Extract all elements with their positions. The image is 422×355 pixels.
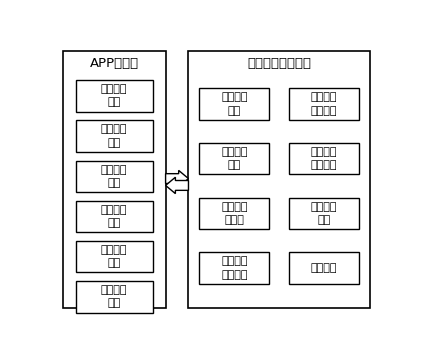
Bar <box>199 198 269 229</box>
Bar <box>76 80 152 111</box>
Text: 故障提交
模块: 故障提交 模块 <box>101 165 127 188</box>
Bar <box>76 281 152 312</box>
Bar <box>199 252 269 284</box>
Bar <box>76 201 152 232</box>
Text: 故障原因
保存模块: 故障原因 保存模块 <box>221 257 248 280</box>
Bar <box>199 88 269 120</box>
Text: 存储模块: 存储模块 <box>311 263 338 273</box>
Text: 登录注册
模块: 登录注册 模块 <box>101 84 127 108</box>
Text: 数据上传
模块: 数据上传 模块 <box>101 285 127 308</box>
Text: 报告生成
模块: 报告生成 模块 <box>311 202 338 225</box>
Text: 故障原因
选择模块: 故障原因 选择模块 <box>311 93 338 116</box>
Bar <box>289 88 360 120</box>
Text: 合格率计
算模块: 合格率计 算模块 <box>221 202 248 225</box>
Text: 参数录入
模块: 参数录入 模块 <box>101 205 127 228</box>
Text: 账号管理
模块: 账号管理 模块 <box>221 93 248 116</box>
Text: 测试参数
监控模块: 测试参数 监控模块 <box>311 147 338 170</box>
Bar <box>199 143 269 175</box>
Bar <box>62 51 165 308</box>
Bar <box>289 198 360 229</box>
Bar <box>76 120 152 152</box>
Bar <box>289 143 360 175</box>
Polygon shape <box>165 170 189 187</box>
Polygon shape <box>165 177 189 193</box>
Text: 任务生成
模块: 任务生成 模块 <box>221 147 248 170</box>
Text: 图像录入
模块: 图像录入 模块 <box>101 245 127 268</box>
Bar <box>289 252 360 284</box>
Text: APP客户端: APP客户端 <box>89 56 139 70</box>
Bar <box>76 241 152 272</box>
Bar <box>189 51 370 308</box>
Bar <box>76 160 152 192</box>
Text: 隧道设备验收后台: 隧道设备验收后台 <box>247 56 311 70</box>
Text: 任务接收
模块: 任务接收 模块 <box>101 125 127 148</box>
